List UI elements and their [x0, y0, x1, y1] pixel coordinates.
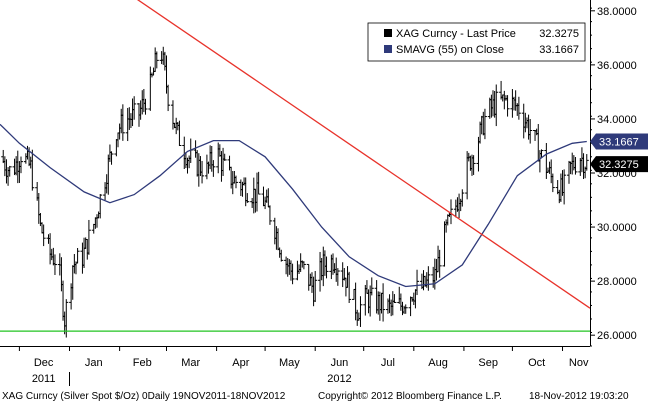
x-tick-label: Aug [428, 357, 448, 369]
price-bar [290, 263, 295, 285]
footer: XAG Curncy (Silver Spot $/Oz) 0Daily 19N… [0, 390, 651, 406]
y-tick-label: 30.0000 [597, 222, 637, 234]
x-tick-label: Jan [85, 357, 103, 369]
price-bar [177, 120, 182, 146]
price-bar [222, 153, 227, 161]
legend: XAG Curncy - Last Price 32.3275 SMAVG (5… [367, 22, 586, 62]
price-bar [301, 261, 306, 270]
legend-swatch-sma [384, 45, 392, 53]
price-bar [358, 296, 363, 327]
price-bar [392, 294, 397, 303]
y-tick-label: 36.0000 [597, 60, 637, 72]
price-bar [573, 157, 578, 175]
price-bar [448, 199, 453, 225]
x-tick-label: Apr [232, 357, 249, 369]
price-bar [132, 96, 137, 120]
price-tag: 33.1667 [590, 133, 648, 150]
price-bar [381, 283, 386, 322]
price-bar [245, 193, 250, 203]
chart-canvas: 26.000028.000030.000032.000034.000036.00… [0, 0, 648, 390]
x-tick-label: Jul [381, 357, 395, 369]
price-tag-label: 33.1667 [599, 136, 639, 148]
price-bar [30, 149, 35, 191]
price-bar [166, 84, 171, 112]
legend-value-price: 32.3275 [539, 28, 579, 40]
price-bar [75, 247, 80, 264]
x-year-label: 2012 [327, 373, 351, 385]
footer-timestamp: 18-Nov-2012 19:03:20 [529, 391, 629, 402]
price-bar [528, 119, 533, 144]
price-bar [471, 155, 476, 175]
sma-55-line [0, 123, 587, 288]
price-bar [256, 171, 261, 195]
price-bar [86, 219, 91, 255]
price-bar [120, 104, 125, 141]
price-bar [494, 84, 499, 127]
price-bar [267, 205, 272, 225]
price-bar [584, 154, 589, 171]
price-bar [539, 149, 544, 158]
x-year-label: 2011 [32, 373, 56, 385]
price-bar [211, 160, 216, 177]
price-bar [403, 304, 408, 314]
x-tick-label: Feb [133, 357, 152, 369]
legend-box [367, 22, 586, 62]
price-bar [234, 175, 238, 189]
price-bars [1, 46, 589, 338]
price-bar [200, 160, 205, 184]
price-bar [335, 268, 340, 286]
price-bar [279, 249, 284, 262]
x-tick-label: Nov [569, 357, 589, 369]
price-bar [143, 98, 148, 115]
price-bar [460, 189, 465, 207]
footer-copyright: Copyright© 2012 Bloomberg Finance L.P. [318, 391, 502, 402]
price-bar [516, 96, 521, 120]
x-axis-ticks: Dec Jan Feb Mar Apr May Jun Jul Aug Sep Oct Nov 2011… [18, 346, 589, 386]
price-bar [324, 256, 329, 279]
price-tag: 32.3275 [590, 156, 648, 173]
price-bar [19, 156, 24, 174]
x-tick-label: Sep [478, 357, 498, 369]
price-bar [426, 266, 431, 291]
legend-swatch-price [384, 29, 392, 37]
price-bar [154, 51, 159, 69]
price-bar [41, 224, 46, 247]
x-tick-label: Jun [331, 357, 349, 369]
y-tick-label: 28.0000 [597, 276, 637, 288]
price-bar [562, 169, 567, 205]
y-tick-label: 34.0000 [597, 114, 637, 126]
price-bar [52, 254, 57, 275]
price-bar [505, 95, 510, 117]
price-tag-label: 32.3275 [599, 159, 639, 171]
downtrend-line [136, 0, 591, 309]
x-tick-label: Oct [528, 357, 545, 369]
price-bar [313, 270, 318, 303]
plot-background [0, 0, 590, 390]
price-bar [347, 271, 352, 303]
y-axis-ticks: 26.000028.000030.000032.000034.000036.00… [590, 6, 637, 347]
footer-security-info: XAG Curncy (Silver Spot $/Oz) 0Daily 19N… [2, 391, 286, 402]
y-tick-label: 26.0000 [597, 330, 637, 342]
legend-value-sma: 33.1667 [539, 44, 579, 56]
price-bar [109, 151, 114, 165]
price-bar [437, 249, 442, 278]
price-tags: 33.1667 32.3275 [590, 133, 648, 173]
price-bar [369, 277, 374, 296]
price-bar [550, 173, 555, 193]
x-tick-label: Mar [181, 357, 200, 369]
price-bar [7, 165, 12, 177]
price-bar [415, 269, 420, 296]
x-tick-label: Dec [34, 357, 54, 369]
legend-label-sma: SMAVG (55) on Close [396, 44, 504, 56]
legend-label-price: XAG Curncy - Last Price [396, 28, 516, 40]
price-bar [482, 108, 487, 140]
x-tick-label: May [279, 357, 300, 369]
y-tick-label: 38.0000 [597, 6, 637, 18]
